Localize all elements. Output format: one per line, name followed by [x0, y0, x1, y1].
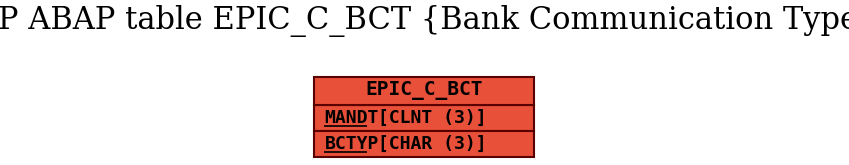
- Text: BCTYP: BCTYP: [324, 135, 379, 153]
- FancyBboxPatch shape: [314, 77, 535, 105]
- Text: SAP ABAP table EPIC_C_BCT {Bank Communication Types}: SAP ABAP table EPIC_C_BCT {Bank Communic…: [0, 5, 849, 37]
- Text: [CLNT (3)]: [CLNT (3)]: [367, 109, 486, 127]
- Text: EPIC_C_BCT: EPIC_C_BCT: [366, 82, 483, 100]
- FancyBboxPatch shape: [314, 131, 535, 157]
- FancyBboxPatch shape: [314, 105, 535, 131]
- Text: [CHAR (3)]: [CHAR (3)]: [367, 135, 486, 153]
- Text: MANDT: MANDT: [324, 109, 379, 127]
